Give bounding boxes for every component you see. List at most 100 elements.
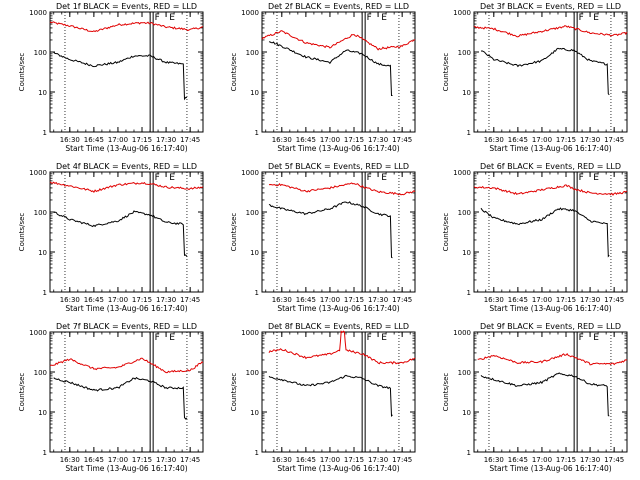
x-tick-label: 17:30 — [580, 296, 600, 304]
y-tick-label: 10 — [38, 249, 47, 257]
y-tick-label: 100 — [34, 209, 47, 217]
plot-frame — [49, 11, 204, 133]
red-lld-series — [49, 181, 204, 194]
chart-panel-5: Det 5f BLACK = Events, RED = LLD 1 10 100 10… — [230, 162, 416, 313]
black-events-series — [53, 52, 188, 101]
x-tick-label: 17:45 — [604, 296, 624, 304]
chart-title: Det 6f BLACK = Events, RED = LLD — [480, 162, 621, 171]
marker-label: E — [593, 13, 599, 23]
x-axis-label: Start Time (13-Aug-06 16:17:40) — [277, 144, 399, 153]
black-events-series — [268, 41, 393, 96]
x-tick-label: 17:30 — [156, 456, 176, 464]
y-axis-label: Counts/sec — [18, 213, 26, 252]
x-tick-label: 16:45 — [296, 136, 316, 144]
y-axis-label: Counts/sec — [230, 373, 238, 412]
x-tick-label: 17:30 — [368, 456, 388, 464]
plot-frame — [473, 331, 628, 453]
y-tick-label: 100 — [246, 49, 259, 57]
x-tick-label: 17:00 — [320, 456, 340, 464]
x-tick-label: 17:30 — [156, 136, 176, 144]
y-tick-label: 10 — [250, 409, 259, 417]
red-lld-series — [261, 30, 416, 51]
red-lld-series — [473, 184, 628, 196]
x-tick-label: 17:15 — [556, 136, 576, 144]
x-axis-label: Start Time (13-Aug-06 16:17:40) — [489, 304, 611, 313]
x-tick-label: 16:45 — [508, 136, 528, 144]
y-tick-label: 1000 — [241, 9, 259, 17]
x-tick-label: 16:45 — [508, 456, 528, 464]
marker-label: E — [169, 13, 175, 23]
y-axis-label: Counts/sec — [442, 213, 450, 252]
black-events-series — [53, 210, 188, 258]
x-axis-label: Start Time (13-Aug-06 16:17:40) — [277, 304, 399, 313]
chart-panel-4: Det 4f BLACK = Events, RED = LLD 1 10 100 10… — [18, 162, 204, 313]
x-tick-label: 17:15 — [556, 456, 576, 464]
x-tick-label: 16:30 — [60, 296, 80, 304]
marker-label: E — [593, 333, 599, 343]
y-tick-label: 1000 — [29, 9, 47, 17]
x-tick-label: 16:30 — [484, 296, 504, 304]
marker-label: F — [579, 333, 584, 343]
plot-frame — [473, 11, 628, 133]
y-tick-label: 10 — [250, 89, 259, 97]
chart-panel-8: Det 8f BLACK = Events, RED = LLD 1 10 100 10… — [230, 322, 416, 473]
x-tick-label: 17:15 — [344, 456, 364, 464]
x-tick-label: 17:45 — [604, 136, 624, 144]
y-tick-label: 1000 — [29, 329, 47, 337]
y-tick-label: 100 — [34, 369, 47, 377]
y-tick-label: 100 — [458, 49, 471, 57]
black-events-series — [268, 201, 393, 259]
y-tick-label: 1 — [255, 289, 259, 297]
red-lld-series — [477, 353, 628, 366]
x-tick-label: 17:15 — [344, 296, 364, 304]
y-tick-label: 1 — [43, 289, 47, 297]
y-tick-label: 100 — [34, 49, 47, 57]
marker-label: F — [367, 173, 372, 183]
plot-frame — [473, 171, 628, 293]
chart-title: Det 2f BLACK = Events, RED = LLD — [268, 2, 409, 11]
y-tick-label: 1000 — [241, 329, 259, 337]
y-tick-label: 100 — [458, 369, 471, 377]
y-tick-label: 10 — [462, 249, 471, 257]
chart-title: Det 5f BLACK = Events, RED = LLD — [268, 162, 409, 171]
y-axis-label: Counts/sec — [230, 53, 238, 92]
x-tick-label: 17:45 — [392, 456, 412, 464]
chart-title: Det 1f BLACK = Events, RED = LLD — [56, 2, 197, 11]
y-tick-label: 1 — [255, 129, 259, 137]
x-tick-label: 17:30 — [368, 296, 388, 304]
x-tick-label: 17:15 — [132, 456, 152, 464]
x-tick-label: 17:15 — [556, 296, 576, 304]
x-tick-label: 16:45 — [84, 456, 104, 464]
x-tick-label: 17:45 — [392, 136, 412, 144]
chart-panel-9: Det 9f BLACK = Events, RED = LLD 1 10 100 10… — [442, 322, 628, 473]
x-tick-label: 17:00 — [532, 296, 552, 304]
y-tick-label: 10 — [38, 89, 47, 97]
x-axis-label: Start Time (13-Aug-06 16:17:40) — [489, 464, 611, 473]
x-tick-label: 17:00 — [108, 456, 128, 464]
chart-title: Det 4f BLACK = Events, RED = LLD — [56, 162, 197, 171]
y-tick-label: 1 — [467, 449, 471, 457]
x-tick-label: 17:45 — [604, 456, 624, 464]
y-tick-label: 1 — [43, 449, 47, 457]
y-tick-label: 1000 — [453, 169, 471, 177]
x-tick-label: 16:30 — [272, 456, 292, 464]
red-lld-series — [268, 330, 416, 365]
x-tick-label: 17:15 — [132, 296, 152, 304]
x-tick-label: 17:30 — [368, 136, 388, 144]
chart-title: Det 8f BLACK = Events, RED = LLD — [268, 322, 409, 331]
y-tick-label: 1 — [467, 289, 471, 297]
marker-label: F — [155, 333, 160, 343]
x-tick-label: 17:30 — [156, 296, 176, 304]
chart-title: Det 7f BLACK = Events, RED = LLD — [56, 322, 197, 331]
y-axis-label: Counts/sec — [442, 53, 450, 92]
chart-title: Det 9f BLACK = Events, RED = LLD — [480, 322, 621, 331]
x-tick-label: 17:00 — [320, 136, 340, 144]
black-events-series — [480, 372, 610, 417]
chart-panel-6: Det 6f BLACK = Events, RED = LLD 1 10 100 10… — [442, 162, 628, 313]
x-tick-label: 17:15 — [132, 136, 152, 144]
marker-label: E — [381, 333, 387, 343]
x-axis-label: Start Time (13-Aug-06 16:17:40) — [489, 144, 611, 153]
red-lld-series — [49, 357, 204, 374]
x-tick-label: 17:00 — [108, 136, 128, 144]
y-tick-label: 1 — [467, 129, 471, 137]
